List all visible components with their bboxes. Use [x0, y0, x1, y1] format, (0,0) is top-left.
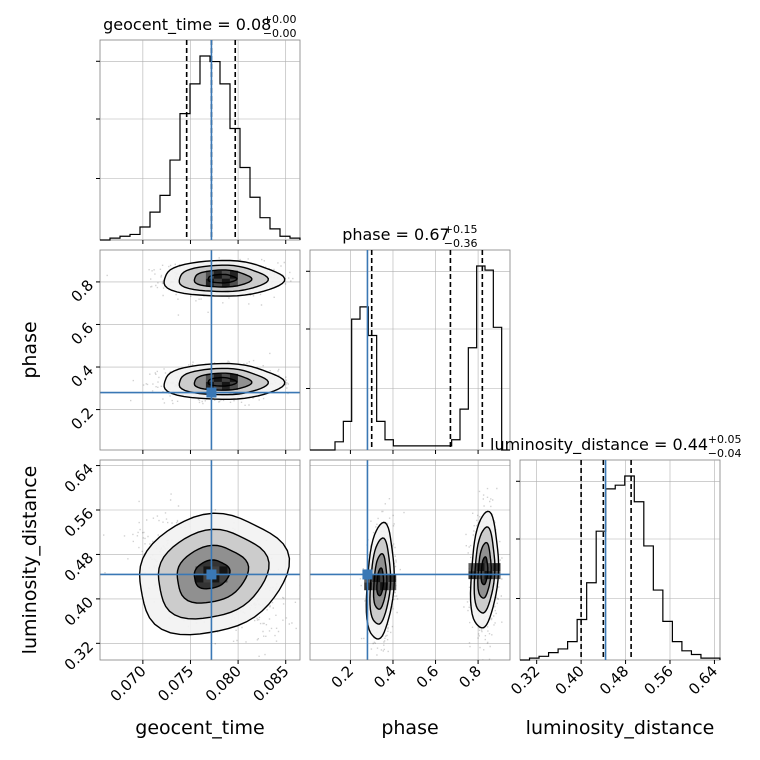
- y-tick-label-luminosity_distance: 0.40: [61, 593, 97, 629]
- scatter-panel-phase-luminosity_distance: [309, 459, 511, 664]
- y-tick-label-phase: 0.4: [67, 361, 97, 391]
- density-cell: [372, 574, 381, 583]
- x-tick-label-luminosity_distance: 0.32: [507, 662, 543, 698]
- x-tick-label-luminosity_distance: 0.40: [552, 662, 588, 698]
- density-cell: [205, 278, 214, 287]
- panel-title-sub: −0.04: [708, 447, 742, 460]
- scatter-panel-geocent_time-phase: [96, 249, 301, 454]
- y-tick-label-luminosity_distance: 0.32: [61, 638, 97, 674]
- density-cell: [484, 563, 493, 572]
- x-tick-label-geocent_time: 0.080: [202, 662, 245, 705]
- density-cell: [380, 574, 389, 583]
- hist-panel-luminosity_distance: luminosity_distance = 0.44 +0.05−0.04: [490, 433, 742, 664]
- x-axis-label-luminosity_distance: luminosity_distance: [526, 717, 715, 739]
- x-tick-label-phase: 0.2: [328, 662, 358, 692]
- contour-0-2: [176, 544, 250, 604]
- scatter-panel-geocent_time-luminosity_distance: [96, 459, 301, 664]
- density-cell: [229, 270, 238, 279]
- histogram-luminosity_distance: [520, 475, 721, 661]
- panel-title-sup: +0.15: [444, 223, 478, 236]
- contour-1-1: [473, 526, 496, 614]
- density-cell: [388, 582, 397, 591]
- y-tick-label-phase: 0.8: [67, 276, 97, 306]
- y-tick-label-luminosity_distance: 0.56: [61, 504, 97, 540]
- contour-1-3: [480, 556, 489, 586]
- panel-title-sup: +0.05: [708, 433, 742, 446]
- y-tick-label-luminosity_distance: 0.48: [61, 549, 97, 585]
- panel-title-sup: +0.00: [263, 13, 297, 26]
- hist-frame: [309, 249, 511, 451]
- panel-title-text: geocent_time = 0.08: [103, 15, 271, 35]
- density-cell: [205, 373, 214, 382]
- panel-title-phase: phase = 0.67+0.15−0.36: [342, 223, 477, 250]
- histogram-phase: [310, 265, 510, 451]
- truth-marker: [206, 387, 217, 398]
- x-tick-label-geocent_time: 0.070: [107, 662, 150, 705]
- density-cell: [229, 278, 238, 287]
- contour-1-3: [207, 376, 238, 387]
- histogram-geocent_time: [100, 55, 301, 241]
- hist-panel-phase: phase = 0.67+0.15−0.36: [306, 223, 511, 454]
- x-axis-label-phase: phase: [381, 717, 438, 739]
- contour-1-0: [469, 510, 500, 629]
- panel-frame: [309, 459, 511, 661]
- panel-title-text: luminosity_distance = 0.44: [490, 435, 708, 455]
- hist-frame: [519, 459, 721, 661]
- x-axis-label-geocent_time: geocent_time: [135, 717, 264, 739]
- contour-0-2: [372, 552, 388, 610]
- x-tick-label-phase: 0.4: [370, 662, 400, 692]
- x-tick-label-phase: 0.8: [455, 662, 485, 692]
- x-tick-label-luminosity_distance: 0.48: [596, 662, 632, 698]
- density-cell: [219, 566, 228, 575]
- x-tick-label-luminosity_distance: 0.56: [640, 662, 676, 698]
- contour-0-1: [369, 537, 392, 625]
- panel-title-sub: −0.00: [263, 27, 297, 40]
- y-axis-label-phase: phase: [19, 321, 41, 378]
- panel-title-sub: −0.36: [444, 237, 478, 250]
- panel-title-geocent_time: geocent_time = 0.08+0.00−0.00: [103, 13, 296, 40]
- x-tick-label-geocent_time: 0.075: [154, 662, 197, 705]
- hist-panel-geocent_time: geocent_time = 0.08+0.00−0.00: [96, 13, 301, 244]
- density-cell: [476, 563, 485, 572]
- panel-frame: [99, 249, 301, 451]
- x-tick-label-phase: 0.6: [413, 662, 443, 692]
- y-tick-label-phase: 0.6: [67, 319, 97, 349]
- density-cell: [195, 574, 204, 583]
- contour-0-3: [193, 559, 231, 590]
- y-tick-label-phase: 0.2: [67, 404, 97, 434]
- density-cell: [205, 270, 214, 279]
- contour-0-2: [193, 269, 253, 288]
- panel-frame: [99, 459, 301, 661]
- density-cell: [492, 563, 501, 572]
- panel-content: [310, 460, 510, 660]
- contour-1-2: [477, 541, 492, 599]
- density-cell: [229, 381, 238, 390]
- contour-0-3: [207, 273, 238, 284]
- panel-title-text: phase = 0.67: [342, 225, 449, 244]
- density-cell: [380, 582, 389, 591]
- density-cell: [205, 381, 214, 390]
- x-tick-label-luminosity_distance: 0.64: [685, 662, 721, 698]
- panel-content: [100, 250, 300, 450]
- hist-frame: [99, 39, 301, 241]
- truth-marker: [206, 569, 217, 580]
- x-tick-label-geocent_time: 0.085: [249, 662, 292, 705]
- density-cell: [229, 373, 238, 382]
- density-cell: [219, 574, 228, 583]
- density-cell: [388, 574, 397, 583]
- panel-title-luminosity_distance: luminosity_distance = 0.44 +0.05−0.04: [490, 433, 742, 460]
- contour-0-0: [138, 512, 291, 636]
- y-axis-label-luminosity_distance: luminosity_distance: [19, 466, 41, 655]
- contour-1-2: [193, 372, 253, 391]
- contour-0-3: [376, 567, 385, 597]
- panel-content: [100, 460, 300, 660]
- contour-1-0: [163, 362, 286, 400]
- y-tick-label-luminosity_distance: 0.64: [61, 460, 97, 496]
- contour-0-1: [178, 264, 270, 293]
- contour-0-0: [163, 259, 286, 297]
- density-cell: [195, 566, 204, 575]
- contour-0-1: [157, 528, 270, 620]
- truth-marker: [362, 569, 373, 580]
